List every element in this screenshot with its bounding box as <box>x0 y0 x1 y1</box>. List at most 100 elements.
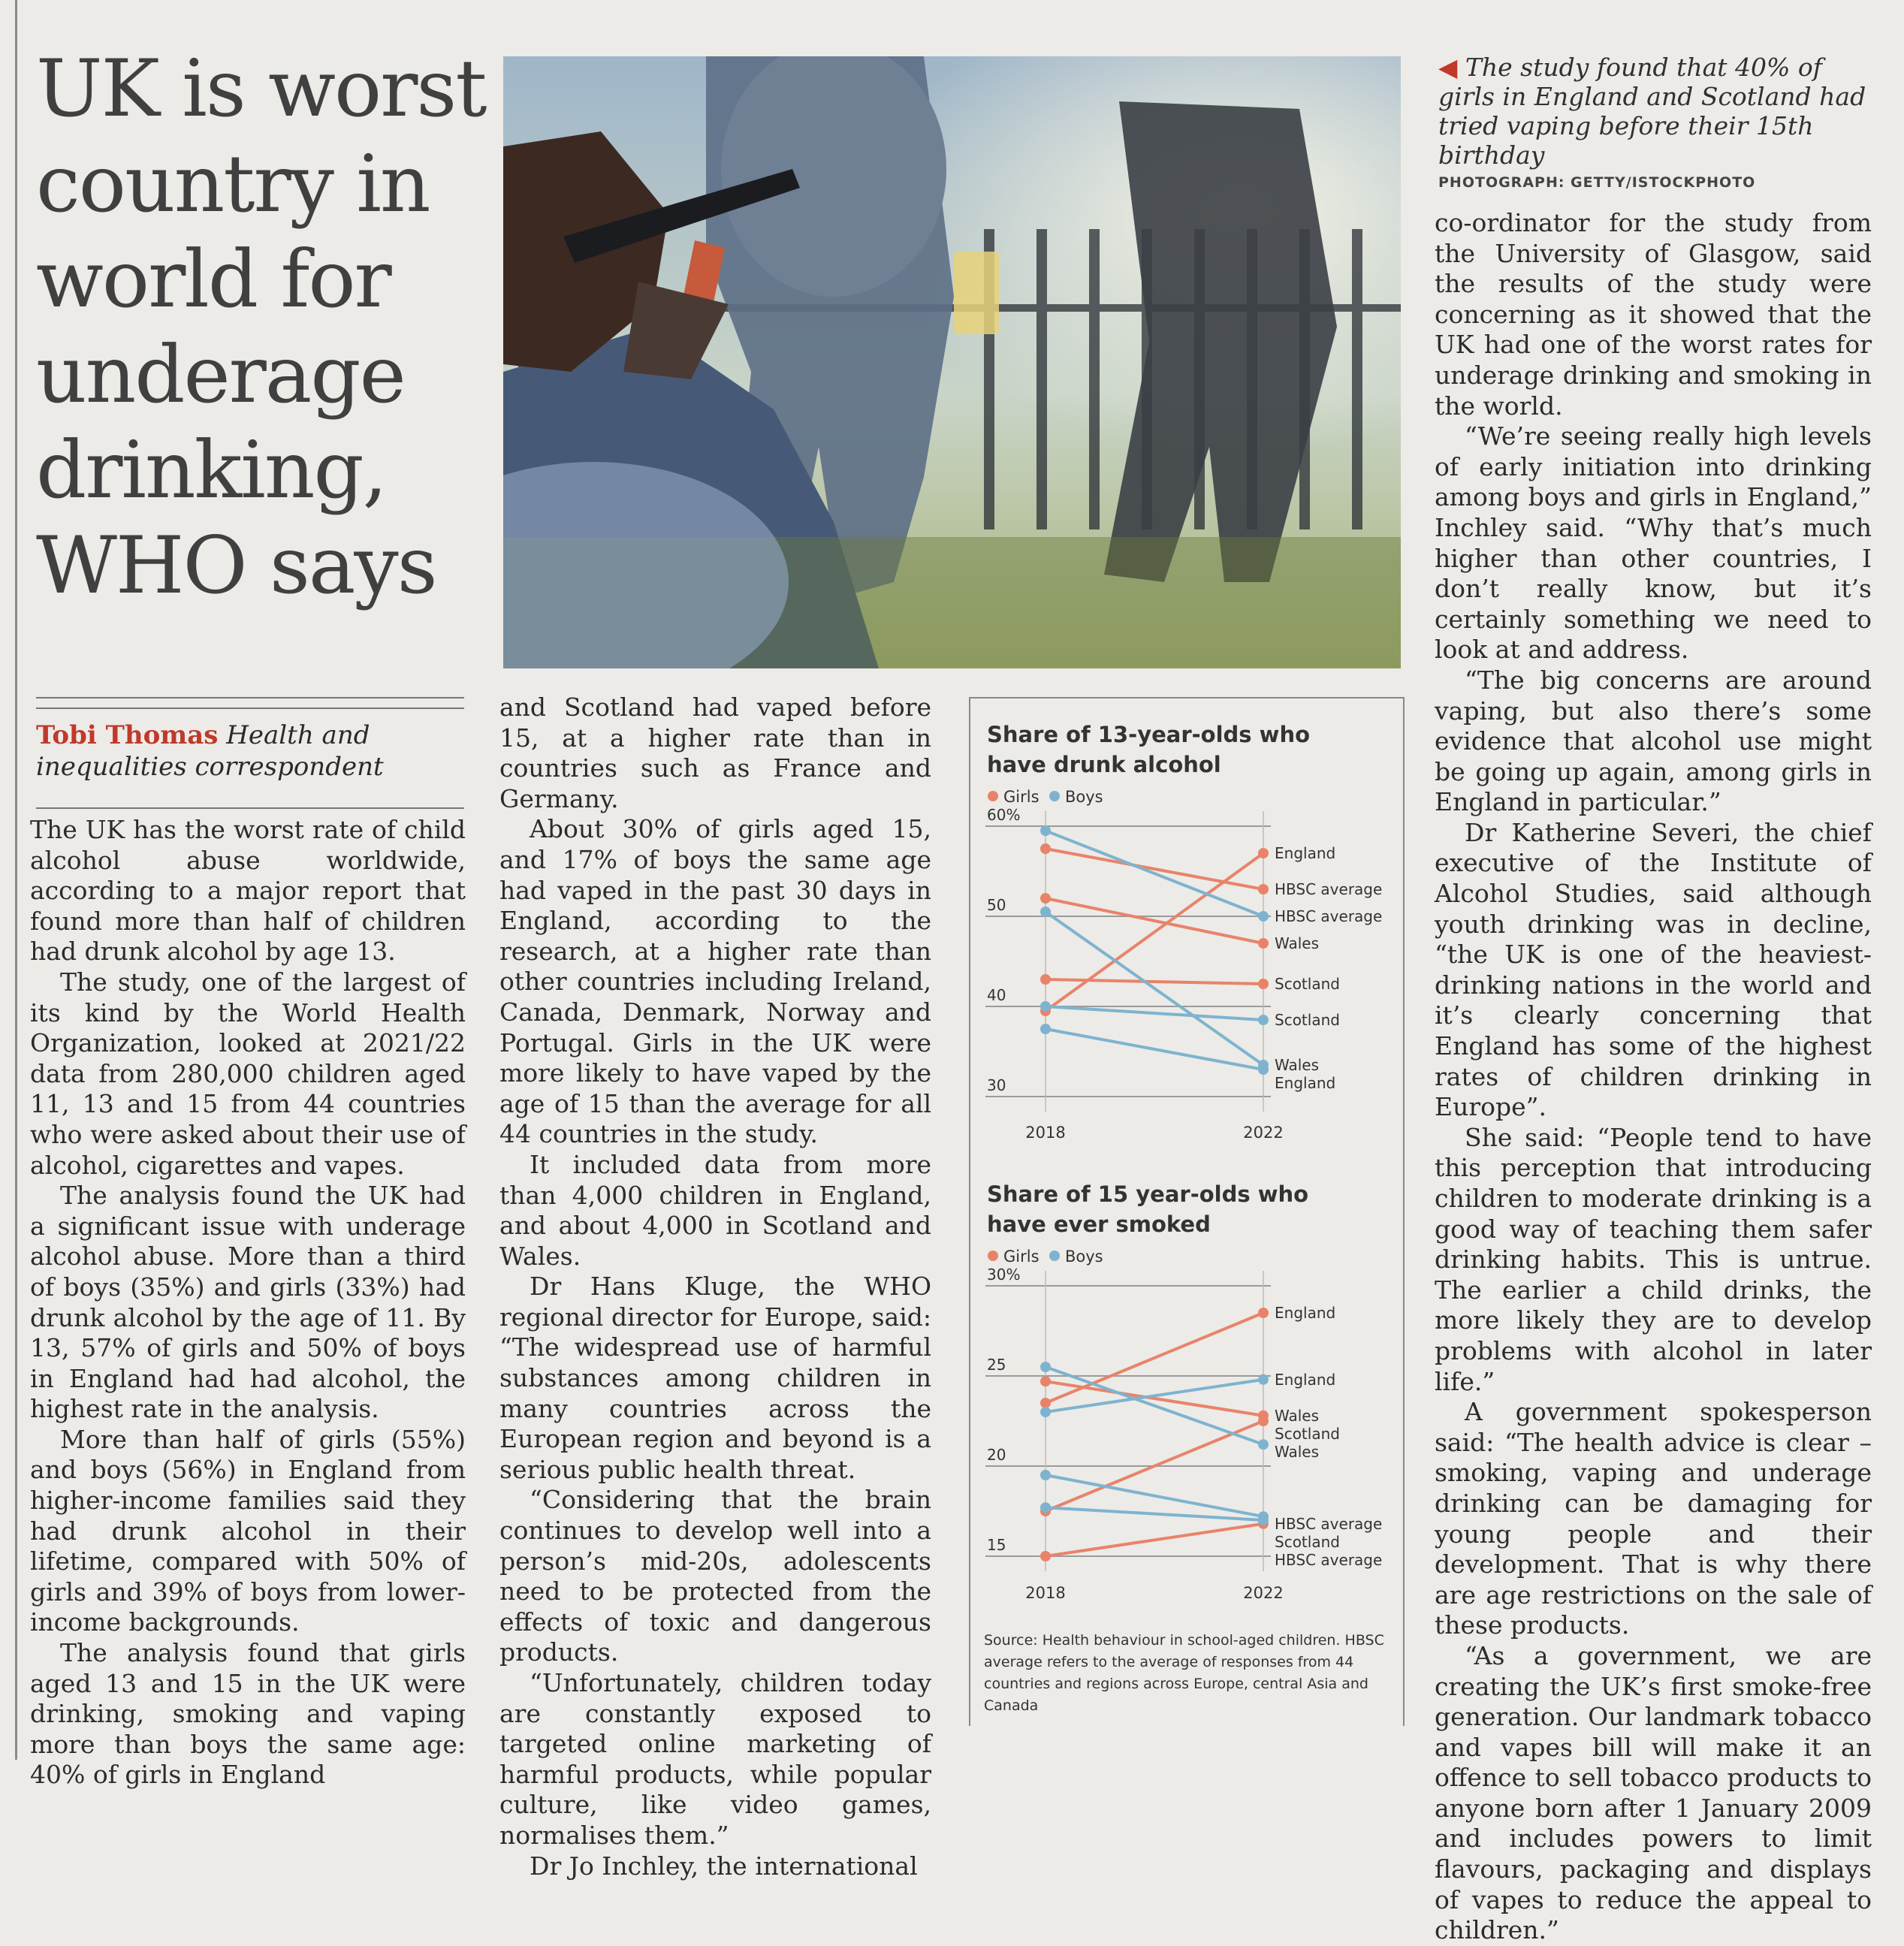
series-line <box>1044 852 1265 1012</box>
legend-girls-label: Girls <box>1003 788 1040 806</box>
series-label: HBSC average <box>1275 1551 1382 1569</box>
caption-arrow-icon: ◀ <box>1438 53 1458 82</box>
data-point <box>1258 1374 1269 1385</box>
series-label: Scotland <box>1275 1533 1340 1551</box>
data-point <box>1040 825 1051 836</box>
data-point <box>1040 974 1051 985</box>
byline-divider <box>36 697 464 709</box>
data-point <box>1258 1439 1269 1450</box>
series-line <box>1045 1027 1264 1071</box>
series-line <box>1045 897 1264 945</box>
byline-author: Tobi Thomas <box>36 720 219 750</box>
paragraph: “Considering that the brain continues to… <box>499 1485 931 1667</box>
series-label: HBSC average <box>1275 907 1382 925</box>
data-point <box>1258 911 1269 922</box>
y-tick-label: 40 <box>987 986 1006 1004</box>
paragraph: Dr Hans Kluge, the WHO regional director… <box>499 1272 931 1484</box>
charts-svg: Share of 13-year-olds who have drunk alco… <box>985 722 1382 1602</box>
series-line <box>1045 1377 1264 1413</box>
data-point <box>1258 1064 1269 1075</box>
paragraph: About 30% of girls aged 15, and 17% of b… <box>499 814 931 1149</box>
paragraph: “As a government, we are creating the UK… <box>1435 1640 1872 1945</box>
paragraph: and Scotland had vaped before 15, at a h… <box>499 692 931 813</box>
data-point <box>1040 1407 1051 1417</box>
paragraph: co-ordinator for the study from the Univ… <box>1435 208 1872 421</box>
y-tick-label: 15 <box>987 1536 1006 1554</box>
paragraph: “We’re seeing really high levels of earl… <box>1435 421 1872 665</box>
series-line <box>1045 1474 1264 1519</box>
paragraph: Dr Jo Inchley, the international <box>530 1851 918 1881</box>
series-label: England <box>1275 1074 1335 1092</box>
paragraph: The analysis found the UK had a signific… <box>30 1181 466 1424</box>
legend-girls-label: Girls <box>1003 1248 1040 1266</box>
data-point <box>1258 1015 1269 1025</box>
x-tick-label: 2018 <box>1025 1124 1065 1142</box>
series-line <box>1045 1005 1264 1021</box>
article-photo <box>503 56 1401 668</box>
y-tick-label: 20 <box>987 1446 1006 1464</box>
series-label: Scotland <box>1275 1425 1340 1443</box>
series-line <box>1045 1506 1264 1522</box>
data-point <box>1040 893 1051 904</box>
data-point <box>1040 1551 1051 1561</box>
x-tick-label: 2022 <box>1243 1124 1283 1142</box>
data-point <box>1040 1470 1051 1480</box>
series-line <box>1045 1380 1264 1417</box>
legend-boys-label: Boys <box>1065 1248 1103 1266</box>
caption-text: The study found that 40% of girls in Eng… <box>1438 53 1866 170</box>
series-line <box>1044 910 1265 1067</box>
data-point <box>1040 1502 1051 1513</box>
data-point <box>1258 979 1269 989</box>
paragraph: More than half of girls (55%) and boys (… <box>30 1424 466 1637</box>
y-tick-label: 30% <box>987 1266 1020 1284</box>
article-column-2: and Scotland had vaped before 15, at a h… <box>499 692 931 1881</box>
x-tick-label: 2018 <box>1025 1584 1065 1602</box>
photo-caption: ◀ The study found that 40% of girls in E… <box>1438 53 1874 191</box>
legend-boys-swatch <box>1049 1251 1060 1261</box>
chart-title: have drunk alcohol <box>987 752 1221 777</box>
series-label: England <box>1275 1304 1335 1322</box>
x-tick-label: 2022 <box>1243 1584 1283 1602</box>
series-label: Wales <box>1275 1407 1319 1425</box>
data-point <box>1258 1308 1269 1318</box>
data-point <box>1040 1376 1051 1387</box>
data-point <box>1258 1515 1269 1525</box>
chart-panel: Share of 13-year-olds who have drunk alco… <box>969 697 1405 1726</box>
series-label: HBSC average <box>1275 1515 1382 1533</box>
y-tick-label: 50 <box>987 896 1006 914</box>
headline: UK is worst country in world for underag… <box>36 43 487 611</box>
photo-credit: PHOTOGRAPH: GETTY/ISTOCKPHOTO <box>1438 174 1756 191</box>
article-column-1: The UK has the worst rate of child alcoh… <box>30 815 466 1791</box>
data-point <box>1258 1416 1269 1426</box>
chart-title: Share of 13-year-olds who <box>987 722 1310 747</box>
chart-title: Share of 15 year-olds who <box>987 1181 1308 1207</box>
paragraph: The study, one of the largest of its kin… <box>30 967 466 1180</box>
series-line <box>1045 1311 1264 1404</box>
paragraph: A government spokesperson said: “The hea… <box>1435 1397 1872 1640</box>
byline: Tobi Thomas Health and inequalities corr… <box>36 720 487 783</box>
data-point <box>1258 884 1269 895</box>
data-point <box>1040 1001 1051 1012</box>
legend-boys-swatch <box>1049 791 1060 801</box>
series-label: HBSC average <box>1275 880 1382 898</box>
series-line <box>1045 847 1264 891</box>
series-label: England <box>1275 844 1335 862</box>
paragraph: The analysis found that girls aged 13 an… <box>30 1638 466 1790</box>
series-label: Wales <box>1275 1443 1319 1461</box>
y-tick-label: 60% <box>987 806 1020 824</box>
chart-title: have ever smoked <box>987 1211 1211 1237</box>
series-label: Wales <box>1275 934 1319 952</box>
chart-source: Source: Health behaviour in school-aged … <box>984 1632 1384 1714</box>
data-point <box>1258 938 1269 949</box>
series-line <box>1045 1420 1264 1513</box>
paragraph: Dr Katherine Severi, the chief executive… <box>1435 817 1872 1122</box>
page-edge-rule <box>15 0 17 1760</box>
article-column-3: co-ordinator for the study from the Univ… <box>1435 208 1872 1946</box>
y-tick-label: 30 <box>987 1076 1006 1094</box>
y-tick-label: 25 <box>987 1356 1006 1374</box>
byline-role: Health and inequalities correspondent <box>36 720 384 782</box>
series-line <box>1045 978 1264 985</box>
data-point <box>1040 1362 1051 1372</box>
series-line <box>1045 1522 1264 1558</box>
data-point <box>1258 848 1269 858</box>
